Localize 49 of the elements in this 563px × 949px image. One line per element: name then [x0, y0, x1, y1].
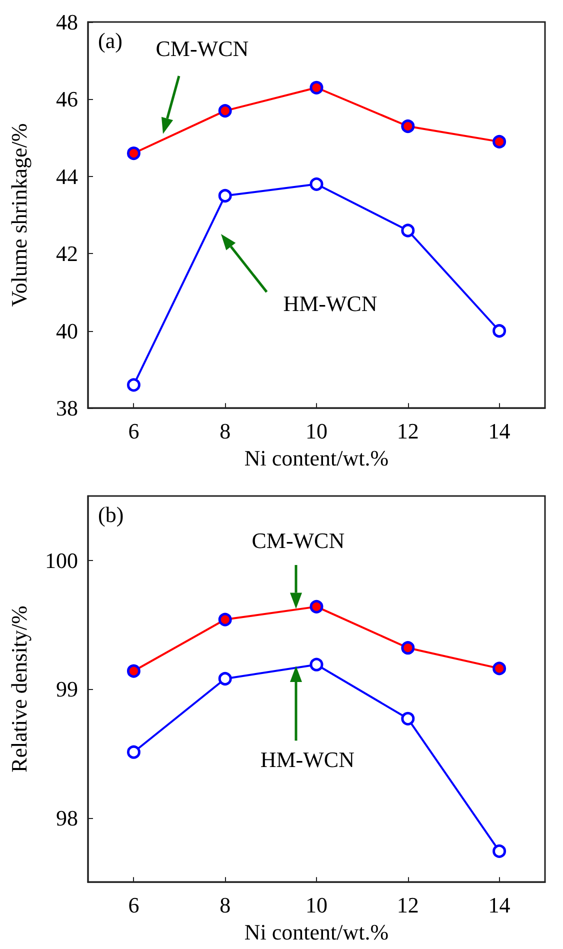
x-tick-label: 14 — [488, 892, 510, 918]
point — [310, 80, 324, 94]
point — [401, 120, 415, 133]
x-axis-title: Ni content/wt.% — [244, 920, 389, 944]
text: HM-WCN — [260, 746, 354, 773]
series-label: CM-WCN — [156, 36, 249, 62]
point — [310, 658, 324, 672]
x-tick-label: 10 — [306, 892, 328, 918]
y-tick-label: 42 — [56, 241, 78, 266]
point — [310, 600, 324, 614]
point — [492, 324, 506, 338]
y-tick-label: 48 — [56, 10, 78, 34]
x-tick-label: 12 — [396, 418, 419, 444]
y-tick-label: 44 — [56, 164, 78, 189]
point — [126, 146, 140, 160]
y-tick-label: 40 — [56, 318, 78, 344]
y-tick-label: 46 — [56, 86, 78, 112]
x-tick-label: 12 — [396, 892, 419, 918]
x-tick-label: 14 — [488, 418, 510, 444]
point — [218, 612, 232, 626]
annotation: (a) — [98, 28, 122, 54]
point — [218, 189, 232, 202]
y-axis-title: Volume shrinkage/% — [6, 123, 32, 307]
x-tick-label: 6 — [128, 892, 140, 918]
x-tick-label: 10 — [306, 418, 328, 444]
x-tick-label: 8 — [220, 418, 231, 444]
y-tick-label: 38 — [56, 396, 78, 421]
point — [492, 844, 506, 858]
point — [126, 378, 140, 392]
point — [126, 745, 140, 759]
y-axis-title: Relative density/% — [6, 606, 32, 772]
point — [218, 104, 232, 118]
y-tick-label: 99 — [56, 676, 78, 702]
y-tick-label: 98 — [56, 805, 78, 830]
x-tick-label: 6 — [128, 418, 140, 444]
point — [126, 664, 140, 678]
text: HM-WCN — [283, 290, 378, 317]
point — [401, 641, 415, 655]
point — [218, 672, 232, 686]
point — [310, 177, 324, 191]
x-axis-title: Ni content/wt.% — [244, 446, 389, 470]
point — [492, 662, 506, 676]
point — [401, 224, 415, 238]
annotation: (b) — [98, 502, 124, 528]
text: CM-WCN — [252, 528, 345, 554]
point — [492, 134, 506, 148]
point — [401, 712, 415, 726]
x-tick-label: 8 — [220, 892, 231, 918]
y-tick-label: 100 — [45, 548, 78, 573]
